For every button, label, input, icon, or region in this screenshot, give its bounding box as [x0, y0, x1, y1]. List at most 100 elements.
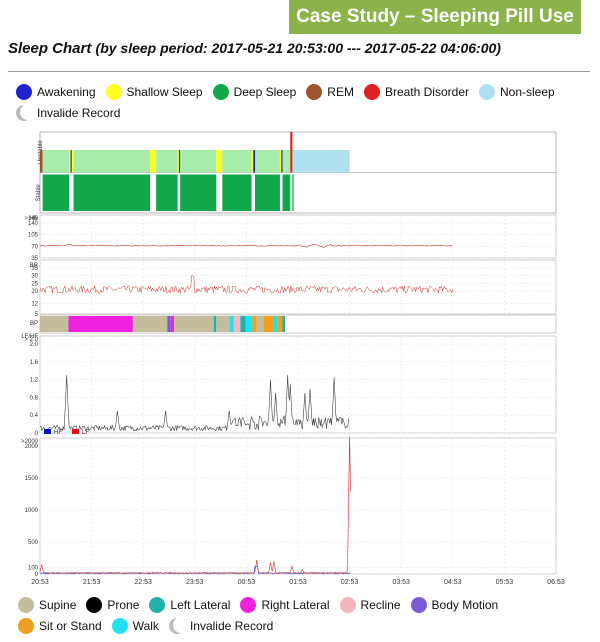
position-legend-item: Recline — [339, 595, 401, 615]
stage-legend-swatch — [105, 84, 122, 100]
stage-segment — [70, 150, 72, 173]
stage-legend-label: Awakening — [37, 85, 96, 99]
position-legend-swatch — [18, 597, 34, 613]
stage-legend-swatch — [306, 84, 323, 100]
body-position-legend: Supine Prone Left Lateral Right Lateral Recl… — [18, 595, 598, 637]
stage-legend-label: Deep Sleep — [233, 85, 297, 99]
stage-segment — [253, 150, 255, 173]
position-legend-item: Body Motion — [410, 595, 499, 615]
hf-legend-label: HF — [54, 430, 62, 436]
sleep-stage-legend: Awakening Shallow Sleep Deep Sleep REM Breat… — [16, 82, 596, 124]
br-label: BR — [30, 263, 39, 269]
stage-legend-item: Non-sleep — [479, 82, 555, 102]
position-legend-label: Invalide Record — [189, 619, 274, 633]
lfhf-label: LF/HF — [21, 334, 38, 340]
bp-segment — [282, 316, 286, 332]
bp-segment — [40, 316, 69, 332]
bp-segment — [174, 316, 214, 332]
bp-label: BP — [30, 321, 38, 327]
stage-segment — [282, 150, 291, 173]
hf-lf-tick: 1000 — [25, 508, 39, 514]
bp-segment — [213, 316, 217, 332]
lfhf-tick: > 2.0 — [24, 337, 38, 343]
position-legend-item: Right Lateral — [240, 595, 330, 615]
position-legend-swatch — [240, 597, 257, 613]
x-tick-label: 22:53 — [134, 579, 152, 586]
stage-legend-item: Breath Disorder — [363, 82, 469, 102]
hr-tick: 140 — [28, 221, 39, 227]
stage-segment — [290, 132, 293, 173]
stage-legend-item: Shallow Sleep — [105, 82, 203, 102]
stage-legend-label: REM — [327, 85, 354, 99]
br-tick: 20 — [31, 289, 38, 295]
bp-segment — [132, 316, 168, 332]
position-legend-item: Sit or Stand — [18, 616, 102, 636]
bp-segment — [277, 316, 283, 332]
stage-legend-label: Shallow Sleep — [126, 85, 203, 99]
lfhf-tick: 1.2 — [30, 378, 39, 384]
stage-legend-label: Non-sleep — [500, 85, 555, 99]
position-legend-swatch — [149, 597, 166, 613]
stage-segment — [71, 150, 74, 173]
position-legend-item: Prone — [86, 595, 139, 615]
hf-lf-tick: 100 — [28, 566, 39, 572]
position-legend-label: Recline — [360, 598, 401, 612]
lf-legend-swatch — [72, 429, 79, 434]
bp-segment — [167, 316, 171, 332]
hr-tick: 35 — [31, 256, 38, 262]
x-tick-label: 20:53 — [31, 579, 49, 586]
hr-tick: 105 — [28, 233, 39, 239]
hr-label: HR — [29, 216, 38, 222]
br-tick: 35 — [31, 266, 38, 272]
stage-segment — [180, 150, 217, 173]
position-legend-swatch — [168, 618, 185, 634]
sleep-chart: UnstableStableHR>1401401057035BR35302520… — [21, 131, 565, 586]
hr-series-line — [39, 243, 453, 248]
stage-legend-swatch — [479, 84, 495, 100]
stage-segment — [177, 150, 179, 173]
stage-segment — [293, 150, 350, 173]
x-tick-label: 04:53 — [444, 579, 462, 586]
position-legend-label: Body Motion — [431, 598, 499, 612]
stage-segment — [42, 174, 70, 211]
bp-segment — [229, 316, 234, 332]
br-tick: 12 — [31, 301, 38, 307]
stage-segment — [222, 150, 252, 173]
position-legend-label: Right Lateral — [261, 598, 330, 612]
hr-tick: 70 — [31, 244, 38, 250]
case-study-banner: Case Study – Sleeping Pill Use — [289, 0, 581, 34]
bp-segment — [263, 316, 274, 332]
stage-segment — [73, 174, 151, 211]
stage-legend-swatch — [16, 105, 32, 121]
stage-legend-swatch — [363, 84, 380, 100]
stage-segment — [156, 174, 178, 211]
title-sub: (by sleep period: 2017-05-21 20:53:00 --… — [95, 40, 501, 56]
lfhf-tick: 2.0 — [30, 342, 39, 348]
position-legend-swatch — [410, 597, 427, 613]
position-legend-item: Invalide Record — [168, 616, 274, 636]
stage-legend-item: Awakening — [16, 82, 96, 102]
bp-segment — [216, 316, 230, 332]
hr-tick: >140 — [24, 216, 38, 222]
lf-legend-label: LF — [82, 430, 89, 436]
stage-segment — [281, 150, 283, 173]
hf-lf-tick: 0 — [35, 572, 39, 578]
hf-lf-tick: 1500 — [25, 476, 39, 482]
stage-segment — [292, 150, 294, 173]
position-legend-swatch — [339, 597, 356, 613]
bp-segment — [233, 316, 241, 332]
position-legend-item: Supine — [18, 595, 76, 615]
stage-segment — [292, 174, 294, 211]
stage-legend-swatch — [212, 84, 229, 100]
stage-segment — [279, 150, 282, 173]
stage-segment — [216, 150, 223, 173]
stage-legend-item: Invalide Record — [16, 103, 120, 123]
bp-segment — [68, 316, 133, 332]
x-tick-label: 01:53 — [289, 579, 307, 586]
position-legend-swatch — [18, 618, 34, 634]
position-legend-label: Supine — [39, 598, 77, 612]
stage-segment — [40, 150, 43, 173]
stage-segment — [222, 174, 252, 211]
lfhf-series-line — [39, 375, 349, 432]
x-tick-label: 06:53 — [547, 579, 565, 586]
